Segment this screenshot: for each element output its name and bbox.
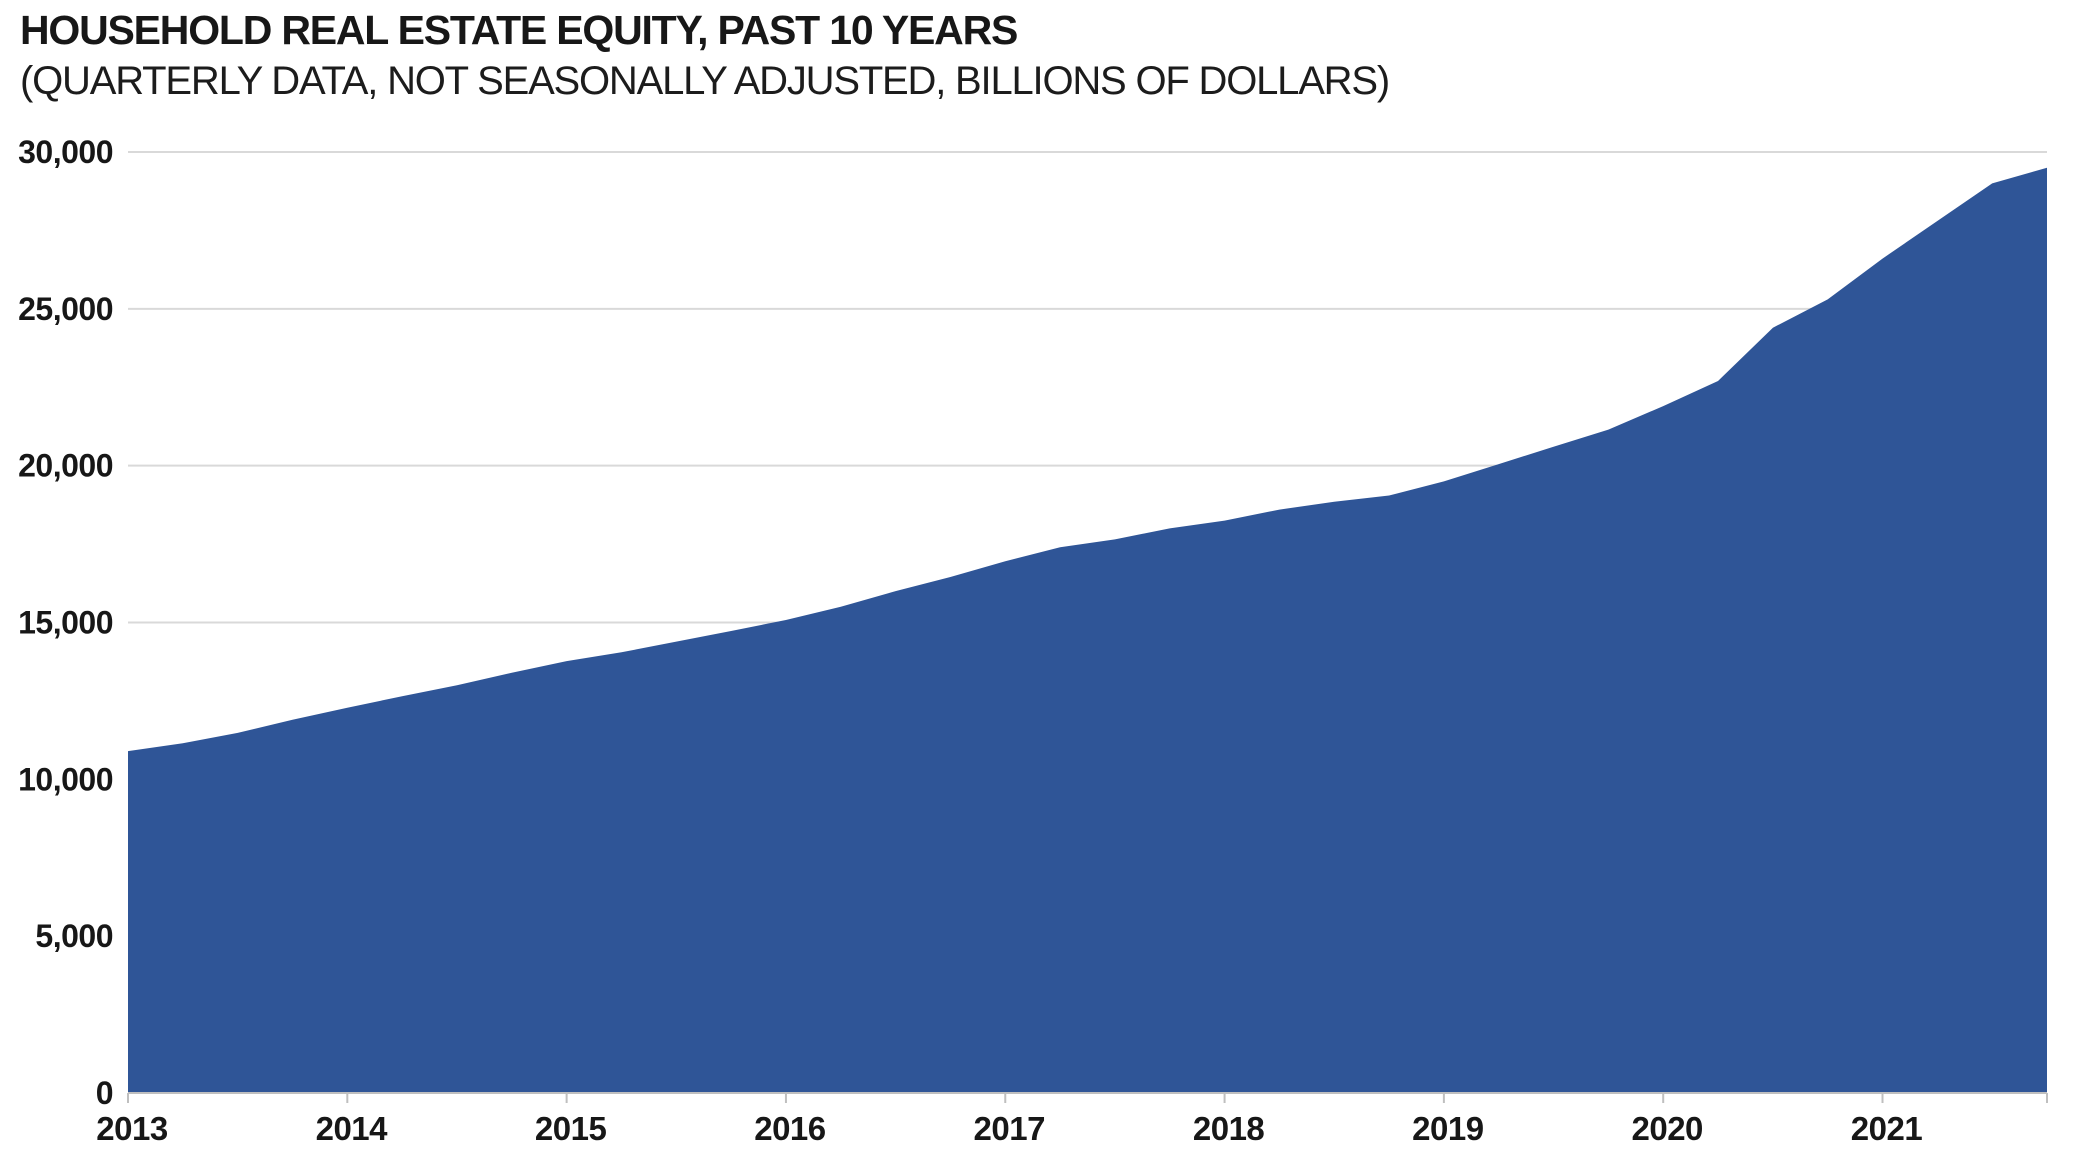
x-axis-tick-label: 2015	[535, 1110, 607, 1147]
x-axis-tick-label: 2013	[96, 1110, 168, 1147]
x-axis-tick-label: 2020	[1631, 1110, 1702, 1147]
y-axis-tick-label: 25,000	[18, 291, 113, 327]
area-series	[128, 167, 2047, 1093]
y-axis-tick-label: 10,000	[18, 761, 113, 797]
x-axis-tick-label: 2014	[316, 1110, 389, 1147]
x-axis-tick-label: 2018	[1193, 1110, 1265, 1147]
x-axis-tick-label: 2017	[974, 1110, 1045, 1147]
y-axis-tick-label: 20,000	[18, 448, 113, 484]
y-axis-tick-label: 5,000	[35, 918, 113, 954]
y-axis-tick-label: 30,000	[18, 134, 113, 170]
y-axis-tick-label: 15,000	[18, 605, 113, 641]
x-axis-tick-label: 2016	[754, 1110, 826, 1147]
y-axis-tick-label: 0	[96, 1075, 113, 1111]
x-axis-tick-label: 2019	[1412, 1110, 1484, 1147]
chart-subtitle: (QUARTERLY DATA, NOT SEASONALLY ADJUSTED…	[20, 59, 1390, 104]
chart-title: HOUSEHOLD REAL ESTATE EQUITY, PAST 10 YE…	[20, 7, 1018, 53]
x-axis-tick-label: 2021	[1851, 1110, 1923, 1147]
chart-header: HOUSEHOLD REAL ESTATE EQUITY, PAST 10 YE…	[20, 7, 2070, 104]
